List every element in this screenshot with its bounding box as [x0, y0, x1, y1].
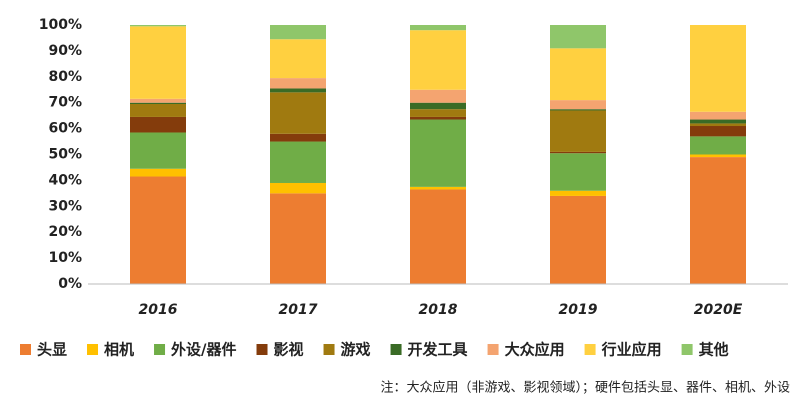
bar-segment — [130, 98, 186, 103]
y-tick-label: 10% — [48, 250, 82, 266]
bar-segment — [130, 103, 186, 117]
legend-label[interactable]: 影视 — [274, 341, 304, 359]
legend-swatch[interactable] — [390, 344, 402, 355]
bar-segment — [550, 100, 606, 110]
bar-segment — [270, 193, 326, 284]
y-tick-label: 30% — [48, 198, 82, 214]
legend-swatch[interactable] — [584, 344, 596, 355]
bar-segment — [130, 116, 186, 133]
legend-label[interactable]: 游戏 — [341, 341, 371, 359]
bar-segment — [690, 136, 746, 155]
bar-segment — [130, 132, 186, 169]
bar-segment — [410, 89, 466, 103]
bar-segment — [410, 186, 466, 190]
legend-swatch[interactable] — [256, 344, 268, 355]
bar-segment — [410, 116, 466, 120]
bar-segment — [690, 154, 746, 158]
legend-swatch[interactable] — [323, 344, 335, 355]
y-tick-label: 0% — [58, 276, 82, 292]
legend-swatch[interactable] — [487, 344, 499, 355]
bar-segment — [130, 25, 186, 27]
legend-label[interactable]: 相机 — [104, 341, 134, 359]
bar-segment — [410, 102, 466, 110]
y-tick-label: 60% — [48, 121, 82, 137]
y-tick-label: 50% — [48, 147, 82, 163]
bar-segment — [410, 30, 466, 90]
bar-segment — [270, 133, 326, 142]
bar-segment — [550, 25, 606, 49]
x-tick-label: 2016 — [139, 302, 178, 318]
legend-swatch[interactable] — [154, 344, 166, 355]
bar-segment — [130, 176, 186, 284]
bar-segment — [410, 119, 466, 187]
bar-segment — [130, 102, 186, 104]
bar-segment — [550, 110, 606, 152]
y-tick-label: 100% — [39, 17, 82, 33]
bar-segment — [690, 126, 746, 137]
bar-segment — [690, 119, 746, 124]
bar-segment — [550, 190, 606, 196]
legend-swatch[interactable] — [681, 344, 693, 355]
bar-segment — [690, 123, 746, 127]
legend-label[interactable]: 开发工具 — [408, 341, 468, 359]
bar-segment — [550, 153, 606, 191]
bar-segment — [550, 109, 606, 111]
bar-segment — [410, 189, 466, 284]
x-tick-label: 2017 — [279, 302, 318, 318]
bar-segment — [410, 109, 466, 117]
bar-segment — [270, 88, 326, 93]
x-tick-label: 2018 — [419, 302, 458, 318]
bar-segment — [270, 39, 326, 79]
bar-segment — [270, 25, 326, 40]
bar-segment — [550, 195, 606, 284]
y-tick-label: 40% — [48, 172, 82, 188]
legend-swatch[interactable] — [87, 344, 99, 355]
legend-label[interactable]: 其他 — [699, 341, 729, 359]
bar-segment — [690, 157, 746, 284]
y-tick-label: 90% — [48, 43, 82, 59]
bar-segment — [690, 111, 746, 120]
bar-segment — [270, 78, 326, 89]
bar-segment — [270, 141, 326, 183]
y-tick-label: 20% — [48, 224, 82, 240]
y-tick-label: 70% — [48, 95, 82, 111]
legend-swatch[interactable] — [20, 344, 31, 355]
bar-segment — [550, 48, 606, 101]
bar-segment — [270, 92, 326, 134]
bar-segment — [690, 25, 746, 112]
bar-segment — [410, 25, 466, 31]
x-tick-label: 2019 — [559, 302, 598, 318]
bar-segment — [550, 151, 606, 154]
legend-label[interactable]: 外设/器件 — [170, 341, 236, 359]
bar-segment — [130, 168, 186, 177]
chart-note: 注：大众应用（非游戏、影视领域）；硬件包括头显、器件、相机、外设 — [380, 380, 790, 396]
legend-label[interactable]: 大众应用 — [505, 341, 565, 359]
legend-label[interactable]: 头显 — [37, 341, 67, 359]
y-tick-label: 80% — [48, 69, 82, 85]
bar-segment — [130, 26, 186, 99]
legend-label[interactable]: 行业应用 — [601, 341, 662, 359]
x-tick-label: 2020E — [694, 302, 743, 318]
bar-segment — [270, 182, 326, 194]
